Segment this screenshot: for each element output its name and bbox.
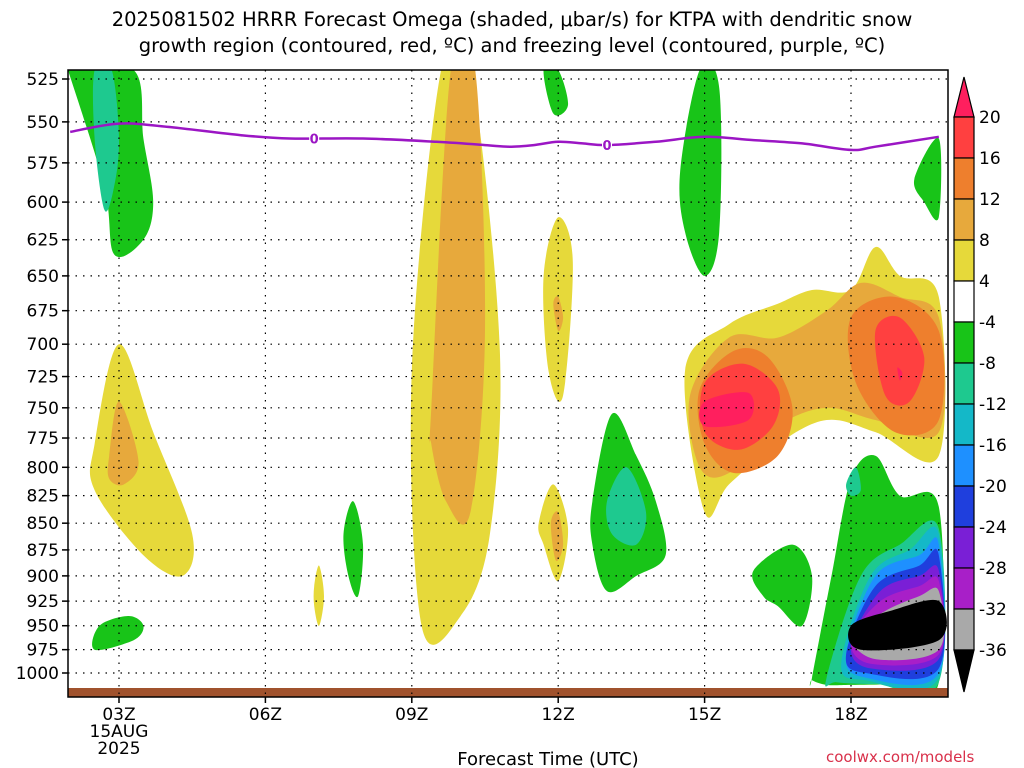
omega-shaded-regions (68, 70, 947, 696)
y-tick-label-750: 750 (27, 399, 59, 419)
colorbar-label--4: -4 (979, 313, 996, 333)
x-tick-label-12Z: 12Z (542, 705, 575, 725)
colorbar-band-1 (953, 157, 975, 200)
omega-region-2 (89, 344, 194, 577)
colorbar-label-16: 16 (979, 149, 1001, 169)
omega-region-15 (606, 467, 647, 546)
y-tick-label-650: 650 (27, 267, 59, 287)
colorbar-label--12: -12 (979, 395, 1007, 415)
y-tick-label-675: 675 (27, 302, 59, 322)
omega-region-27 (913, 137, 942, 221)
colorbar-band-4 (953, 280, 975, 323)
colorbar: 20 16 12 8 4 -4 -8 -12 -16 -20 -24 -28 -32 -36 (953, 76, 1007, 693)
colorbar-band-10 (953, 526, 975, 569)
omega-region-29 (845, 467, 861, 496)
y-tick-label-950: 950 (27, 617, 59, 637)
x-tick-label-15Z: 15Z (688, 705, 721, 725)
y-tick-label-925: 925 (27, 592, 59, 612)
colorbar-band-2 (953, 198, 975, 241)
colorbar-label--32: -32 (979, 600, 1007, 620)
colorbar-label-20: 20 (979, 108, 1001, 128)
freezing-label-bg-1 (602, 138, 612, 153)
colorbar-label-4: 4 (979, 272, 990, 292)
x-date-day: 15AUG (90, 722, 149, 742)
colorbar-label--20: -20 (979, 477, 1007, 497)
colorbar-band-8 (953, 444, 975, 487)
freezing-level-line (69, 122, 939, 152)
y-axis-ticks: 525 550 575 600 625 650 675 700 725 750 775 800 825 8… (16, 70, 68, 684)
y-tick-label-850: 850 (27, 514, 59, 534)
x-axis-label: Forecast Time (UTC) (457, 749, 638, 768)
colorbar-band-0 (953, 116, 975, 159)
omega-region-12 (550, 511, 564, 562)
colorbar-band-9 (953, 485, 975, 528)
omega-region-26 (752, 544, 813, 627)
y-tick-label-625: 625 (27, 231, 59, 251)
colorbar-label--28: -28 (979, 559, 1007, 579)
y-tick-label-725: 725 (27, 368, 59, 388)
colorbar-label--16: -16 (979, 436, 1007, 456)
y-tick-label-775: 775 (27, 429, 59, 449)
colorbar-label-8: 8 (979, 231, 990, 251)
plot-frame (67, 69, 949, 698)
y-tick-label-975: 975 (27, 641, 59, 661)
colorbar-band-5 (953, 321, 975, 364)
y-tick-label-700: 700 (27, 335, 59, 355)
freezing-label-bg-0 (309, 131, 320, 146)
omega-region-5 (429, 70, 486, 525)
chart-title-line-2: growth region (contoured, red, ºC) and f… (138, 34, 886, 57)
colorbar-bottom-arrow (953, 649, 975, 693)
colorbar-band-12 (953, 608, 975, 651)
colorbar-top-arrow (953, 76, 975, 118)
y-tick-label-800: 800 (27, 458, 59, 478)
colorbar-label-12: 12 (979, 190, 1001, 210)
y-tick-label-550: 550 (27, 113, 59, 133)
colorbar-band-7 (953, 403, 975, 446)
y-tick-label-575: 575 (27, 154, 59, 174)
ground-bar (68, 688, 948, 697)
y-tick-label-900: 900 (27, 567, 59, 587)
omega-region-7 (313, 565, 324, 626)
freezing-label-0: 0 (310, 132, 319, 147)
colorbar-label--8: -8 (979, 354, 996, 374)
colorbar-label--24: -24 (979, 518, 1007, 538)
omega-region-24 (897, 367, 903, 381)
colorbar-label--36: -36 (979, 641, 1007, 661)
y-tick-label-525: 525 (27, 70, 59, 90)
freezing-label-1: 0 (602, 139, 611, 154)
y-tick-label-825: 825 (27, 487, 59, 507)
y-tick-label-600: 600 (27, 193, 59, 213)
omega-region-10 (553, 296, 564, 332)
y-tick-label-875: 875 (27, 541, 59, 561)
colorbar-band-11 (953, 567, 975, 610)
x-axis-ticks: 03Z 06Z 09Z 12Z 15Z 18Z (102, 697, 868, 725)
x-tick-label-06Z: 06Z (249, 705, 282, 725)
omega-region-23 (699, 392, 754, 428)
colorbar-band-6 (953, 362, 975, 405)
credit-link[interactable]: coolwx.com/models (826, 748, 974, 766)
x-tick-label-03Z: 03Z (102, 705, 135, 725)
x-tick-label-09Z: 09Z (395, 705, 428, 725)
omega-region-36 (848, 599, 947, 651)
omega-region-13 (543, 70, 569, 116)
x-date-year: 2025 (97, 739, 140, 759)
chart-title-line-1: 2025081502 HRRR Forecast Omega (shaded, … (111, 8, 913, 31)
omega-region-8 (343, 501, 364, 598)
y-tick-label-1000: 1000 (16, 664, 59, 684)
omega-region-16 (679, 70, 722, 276)
colorbar-band-3 (953, 239, 975, 282)
omega-region-1 (92, 70, 120, 212)
x-tick-label-18Z: 18Z (834, 705, 867, 725)
omega-region-3 (107, 401, 139, 486)
omega-region-6 (92, 616, 144, 651)
omega-region-22 (874, 315, 925, 406)
